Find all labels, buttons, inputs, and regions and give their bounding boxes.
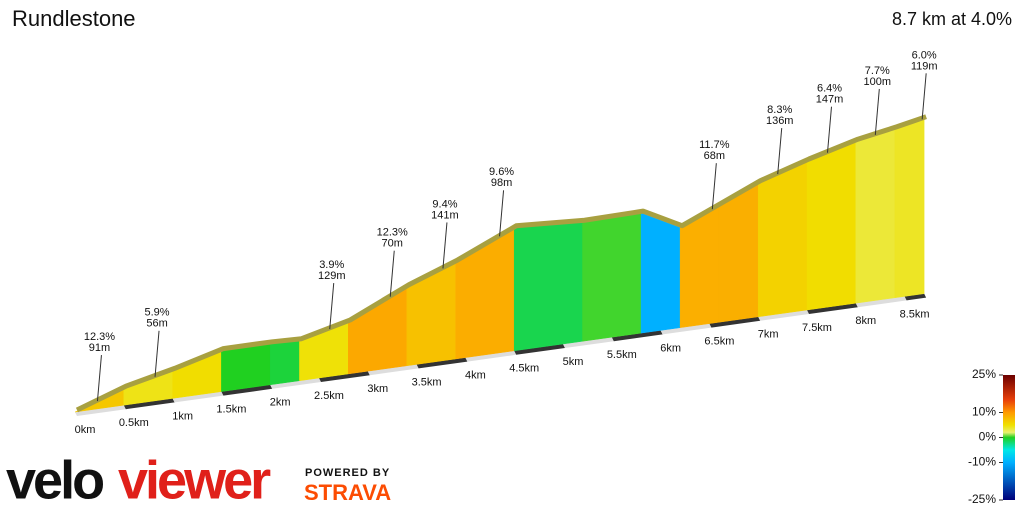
strava: STRAVA [304,480,391,505]
profile-segment [855,128,896,304]
distance-strip [514,344,565,355]
climb-leader [499,190,505,237]
climb-length: 147m [816,94,844,106]
x-tick-label: 1.5km [216,404,246,416]
distance-strip [709,316,761,328]
climb-length: 98m [491,177,512,189]
color-scale-bar [1003,375,1015,500]
profile-segment [221,343,271,392]
x-tick-label: 6.5km [704,336,734,348]
x-tick-label: 7.5km [802,322,832,334]
distance-strip [563,337,614,348]
profile-segment [757,160,808,318]
x-tick-label: 6km [660,342,681,354]
profile-segment [640,212,681,334]
climb-length: 129m [318,270,346,282]
climb-length: 119m [911,60,938,72]
climb-gradient: 6.0% [912,49,937,61]
distance-strip [123,398,175,410]
distance-strip [367,364,419,376]
climb-leader [96,355,102,402]
chart-subtitle: 8.7 km at 4.0% [892,9,1012,29]
x-tick-label: 2.5km [314,390,344,402]
climb-gradient: 5.9% [144,307,169,319]
climb-gradient: 12.3% [377,227,408,239]
x-tick-label: 5.5km [607,349,637,361]
distance-strip [416,357,468,369]
legend-tick-label: 25% [972,367,996,381]
x-tick-label: 2km [270,397,291,409]
climb-gradient: 12.3% [84,331,115,343]
climb-leader [777,128,783,175]
climb-leader [442,222,448,269]
profile-segment [348,286,408,375]
distance-strip [172,391,224,403]
climb-length: 56m [146,318,167,330]
logo-velo: velo [6,450,103,510]
distance-strip [611,330,663,342]
distance-strip [270,378,321,389]
profile-segment [582,212,642,342]
distance-strip [319,371,370,382]
climb-leader [711,163,717,210]
distance-strip [660,323,712,335]
climb-length: 100m [864,76,892,88]
legend-tick-label: 10% [972,405,996,419]
chart-title: Rundlestone [12,6,136,31]
x-tick-label: 8km [855,315,876,327]
climb-length: 68m [704,150,725,162]
distance-strip [465,350,517,362]
climb-length: 141m [431,209,459,221]
profile-segment [455,227,515,360]
climb-leader [826,106,832,153]
x-tick-label: 3.5km [412,376,442,388]
climb-length: 91m [89,342,110,354]
x-tick-label: 0.5km [119,417,149,429]
x-tick-label: 1km [172,410,193,422]
x-tick-label: 5km [563,356,584,368]
climb-gradient: 11.7% [699,139,730,151]
powered-by: POWERED BY [305,467,390,479]
distance-strip [855,296,907,308]
climb-length: 136m [766,115,794,127]
profile-segment [269,340,300,386]
climb-gradient: 9.6% [489,166,514,178]
climb-gradient: 8.3% [767,104,792,116]
distance-strip [807,303,858,314]
distance-strip [221,384,273,396]
distance-strip [904,293,927,301]
x-tick-label: 8.5km [900,308,930,320]
climb-length: 70m [382,238,403,250]
x-tick-label: 3km [367,383,388,395]
climb-leader [154,330,160,377]
climb-gradient: 9.4% [432,198,457,210]
logo: velo viewer POWERED BY STRAVA [6,450,391,510]
climb-leader [389,250,395,297]
profile-segment [894,118,925,299]
x-tick-label: 7km [758,329,779,341]
logo-viewer: viewer [118,450,271,510]
climb-gradient: 6.4% [817,83,842,95]
climb-gradient: 3.9% [319,259,344,271]
x-tick-label: 4km [465,370,486,382]
x-tick-label: 0km [75,424,96,436]
x-tick-label: 4.5km [509,363,539,375]
climb-leader [874,88,880,136]
climb-gradient: 7.7% [865,65,890,77]
profile-segment [513,222,583,352]
climb-leader [329,283,335,330]
legend-tick-label: 0% [979,430,997,444]
legend-tick-label: -25% [968,492,996,506]
profile-top [75,114,927,413]
distance-strip [75,405,126,416]
profile-segment [806,140,857,311]
climb-leader [921,73,927,120]
profile-segment [406,261,456,367]
legend-tick-label: -10% [968,455,996,469]
distance-strip [758,310,809,321]
